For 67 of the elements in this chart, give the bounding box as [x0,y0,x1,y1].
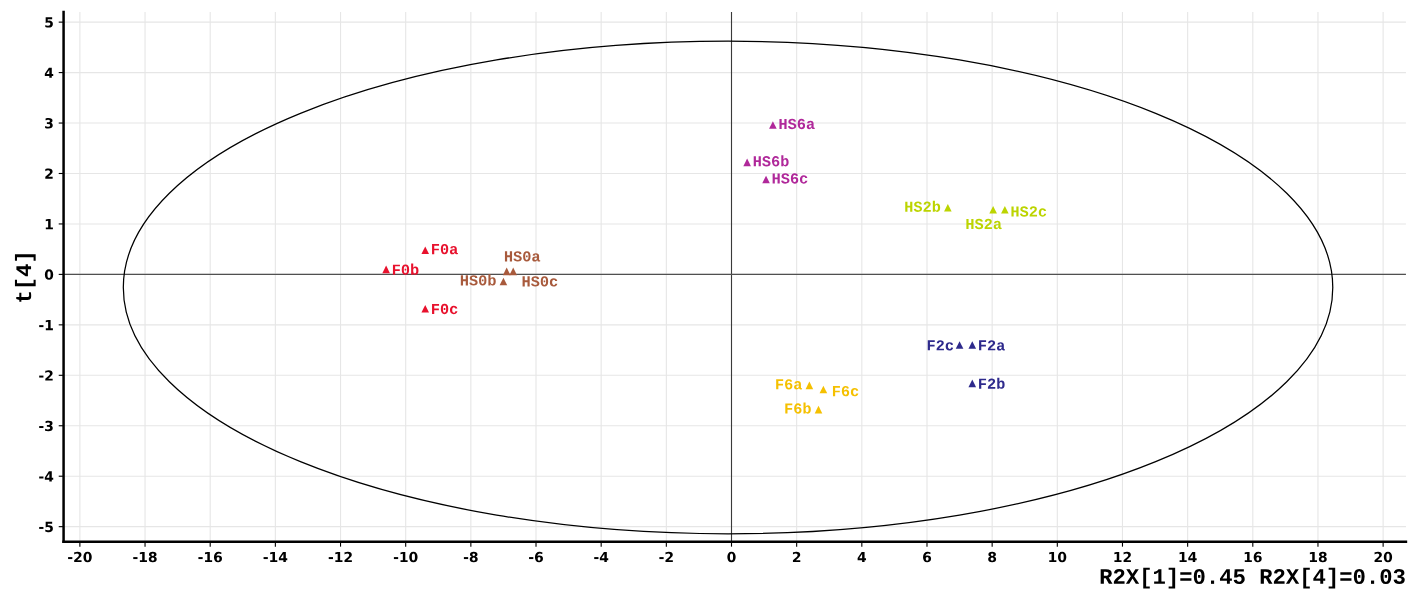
point [1001,206,1009,214]
point [421,246,430,254]
annotation: HS2c [1011,206,1047,217]
annotation: HS2a [966,218,1002,230]
x-tick-label: -20 [68,551,92,563]
x-tick-label: 6 [923,551,932,563]
annotation: HS6b [753,155,789,167]
x-axis-title: R2X[1]=0.45 R2X[4]=0.03 [1100,567,1405,589]
x-tick-label: 8 [988,551,997,563]
x-tick-label: 16 [1244,551,1262,563]
annotation: HS6a [779,118,815,130]
x-tick-label: 12 [1114,551,1131,563]
x-tick-label: -8 [463,551,478,563]
y-tick-label: -1 [39,320,53,331]
annotation: F0a [432,243,458,255]
x-tick-label: 14 [1179,551,1197,563]
x-tick-label: -6 [529,551,543,563]
point [509,267,518,276]
point [944,203,952,212]
point [421,304,430,313]
y-tick-label: 1 [45,219,53,230]
y-tick-label: -5 [39,521,53,533]
x-tick-label: 4 [857,551,867,563]
annotation: F2b [979,377,1005,389]
x-tick-label: -10 [393,551,418,563]
annotation: HS6c [772,173,808,184]
point [502,267,511,276]
y-tick-label: 3 [45,118,53,129]
y-tick-label: -2 [39,370,53,381]
x-tick-label: 20 [1374,551,1393,563]
point [968,341,977,349]
x-tick-label: -2 [659,551,673,563]
x-tick-label: 0 [727,551,736,563]
y-tick-label: -3 [39,420,53,432]
x-tick-label: -14 [263,551,288,563]
annotation: HS2b [905,200,941,212]
y-axis-title: t[4] [14,254,36,302]
annotation: F6c [832,385,859,397]
y-tick-label: -4 [39,471,54,482]
point [955,341,964,349]
x-tick-label: -18 [133,551,157,563]
point [805,381,814,390]
y-tick-label: 5 [45,17,53,28]
point [968,379,977,388]
point [989,206,997,214]
annotation: F2c [927,340,954,351]
point [743,158,751,167]
annotation: HS0a [504,251,541,262]
annotation: HS0b [460,274,496,286]
annotation: F0c [432,303,458,315]
x-tick-label: 2 [792,551,801,563]
annotation: HS0c [522,276,558,287]
y-tick-label: 2 [45,168,53,179]
point [819,385,828,394]
x-tick-label: -12 [328,551,352,563]
point [382,265,390,274]
x-tick-label: 18 [1309,551,1327,563]
x-tick-label: 10 [1049,551,1067,563]
annotation: F2a [979,340,1005,351]
y-tick-label: 0 [44,269,54,280]
y-tick-label: 4 [44,67,54,78]
annotation: F6a [776,379,803,390]
annotation: F0b [392,263,419,275]
point [769,121,777,129]
x-tick-label: -4 [594,551,609,563]
x-tick-label: -16 [198,551,222,563]
annotation: F6b [785,402,811,414]
